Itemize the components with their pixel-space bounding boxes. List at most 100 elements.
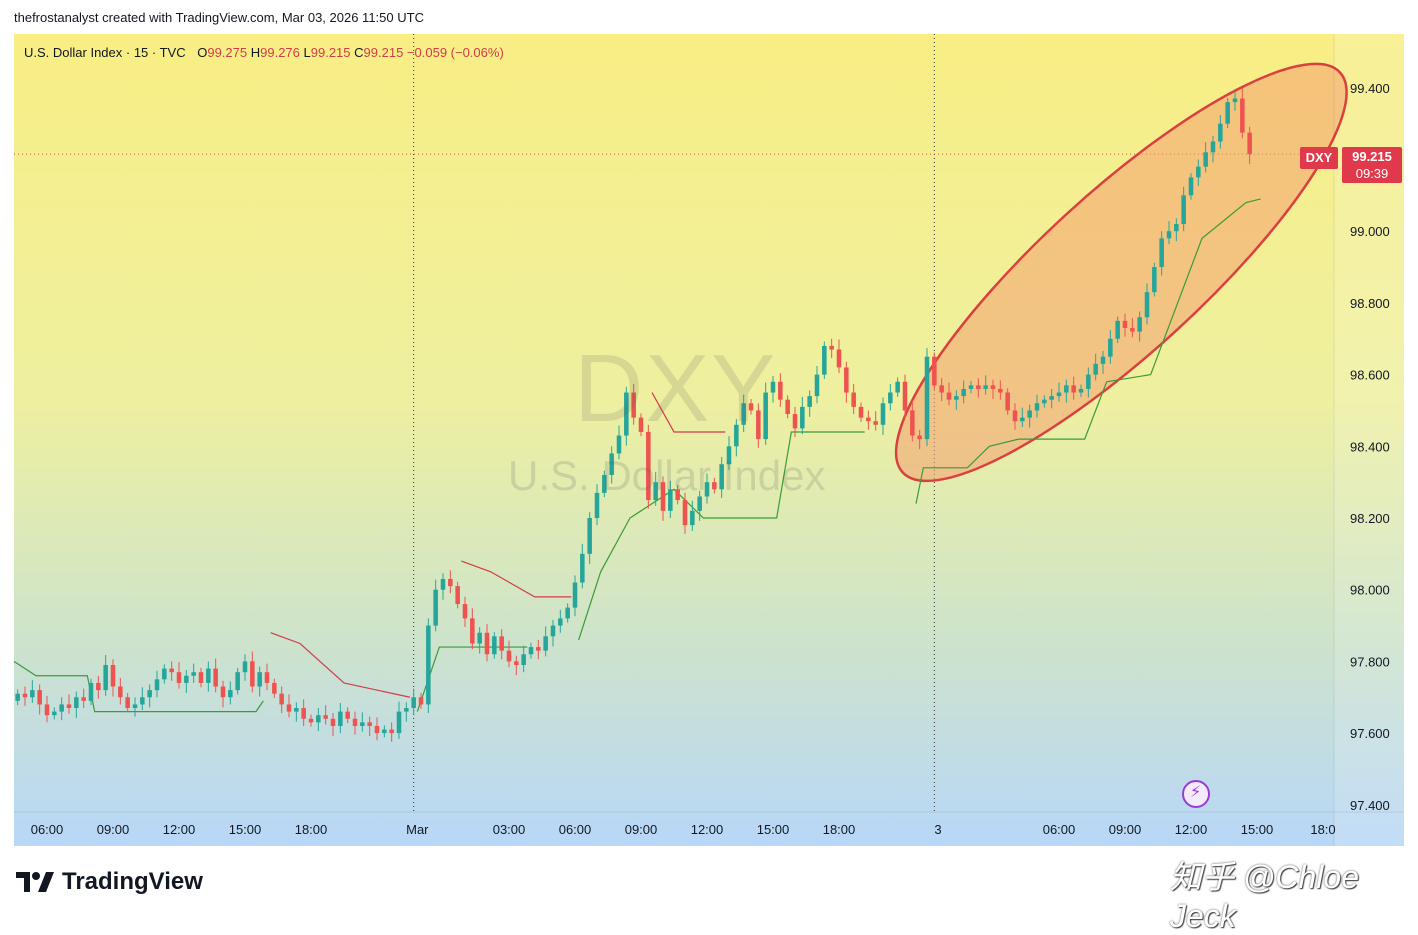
candle-body [822,345,827,375]
candle-body [514,661,519,666]
candle-body [1027,410,1032,418]
tradingview-logo-icon [16,872,54,892]
price-axis: 99.400 99.000 98.800 98.600 98.400 98.200 98.0… [1333,34,1390,846]
candles [15,88,1252,742]
candle-body [910,410,915,436]
candle-body [1225,102,1230,124]
candle-body [565,607,570,619]
time-tick-label: Mar [406,822,429,837]
candle-body [110,665,116,687]
lightning-bolt-icon[interactable]: ⚡ [1182,780,1210,808]
price-tick-label: 97.800 [1350,654,1390,669]
highlight-ellipse-layer [894,62,1348,483]
candle-body [44,704,50,716]
candle-body [352,718,358,726]
candle-body [316,715,321,723]
candle-body [169,668,174,673]
candle-body [162,668,167,680]
candle-body [477,632,482,644]
last-price-symbol: DXY [1300,147,1338,169]
candle-body [1049,396,1054,400]
candle-body [154,679,160,691]
open-label: O [197,45,208,60]
candle-body [866,417,871,422]
candle-body [301,708,306,719]
low-label: L [303,45,311,60]
author-credit: 知乎 @Chloe Jeck [1170,859,1359,934]
candle-body [756,410,761,440]
candle-body [250,661,255,687]
candle-body [704,482,710,497]
candle-body [462,604,468,619]
trailing-support-line [915,198,1261,504]
candle-body [418,697,424,705]
candle-body [1056,392,1062,397]
candle-body [1064,385,1069,393]
time-tick-label: 18:00 [823,822,856,837]
candle-body [1012,410,1018,422]
candle-body [1240,98,1245,133]
candle-body [52,711,57,716]
candle-body [748,403,754,411]
candle-body [631,392,636,418]
candle-body [1159,238,1164,268]
candle-body [323,715,328,719]
candle-body [264,672,270,683]
candle-body [1137,317,1142,332]
price-tick-label: 99.000 [1350,224,1390,239]
candle-body [294,708,299,712]
candle-body [697,496,702,511]
tradingview-logo: TradingView [16,868,203,896]
candle-body [924,356,930,440]
chart-area[interactable]: 99.400 99.000 98.800 98.600 98.400 98.200 98.0… [14,34,1404,846]
candle-body [653,482,658,501]
trailing-support-line [578,431,865,641]
change-value: −0.059 (−0.06%) [406,45,504,60]
candle-body [37,690,42,705]
time-axis: 06:00 09:00 12:00 15:00 18:00 Mar 03:00 06:00 09… [14,811,1404,837]
candle-body [1130,327,1135,332]
candle-body [96,682,101,691]
candle-body [103,665,108,691]
candle-body [440,578,446,590]
candle-body [125,697,130,709]
symbol-label: U.S. Dollar Index · 15 · TVC [24,45,186,60]
candle-body [455,586,460,605]
candle-body [88,682,94,701]
candle-body [506,650,512,662]
candle-body [763,392,768,440]
time-tick-label: 09:00 [97,822,130,837]
candle-body [220,686,226,698]
candle-body [1078,388,1084,393]
high-value: 99.276 [260,45,300,60]
candle-body [880,403,886,425]
candle-body [917,435,922,440]
candle-body [983,385,988,389]
open-value: 99.275 [207,45,248,60]
candle-body [602,474,607,493]
candle-body [836,349,842,368]
candle-body [15,693,20,701]
candle-body [1020,417,1025,422]
candle-body [1166,231,1172,239]
time-tick-label: 09:00 [625,822,658,837]
candle-body [587,518,592,554]
candle-body [660,482,666,511]
candle-body [543,636,548,651]
candle-body [580,553,585,583]
time-tick-label: 12:00 [1175,822,1208,837]
chart-credit-header: thefrostanalyst created with TradingView… [14,10,424,25]
candle-body [594,492,600,519]
candle-body [770,381,776,393]
close-label: C [354,45,364,60]
candle-body [81,697,86,701]
candle-body [778,381,783,400]
time-tick-label: 09:00 [1109,822,1142,837]
price-tick-label: 99.400 [1350,81,1390,96]
candle-body [404,708,409,712]
candle-body [213,668,218,687]
last-price-value-box: 99.215 09:39 [1342,147,1402,183]
candle-body [132,704,138,709]
candle-body [668,489,673,511]
candle-body [330,718,336,726]
